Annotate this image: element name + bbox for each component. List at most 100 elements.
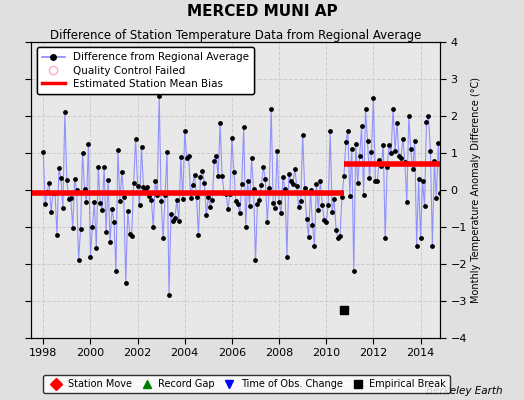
Point (53, 232, 61, 238)
Point (375, 157, 384, 163)
Point (80, 186, 89, 192)
Point (373, 178, 381, 184)
Point (234, 201, 242, 207)
Point (328, 209, 336, 216)
Point (410, 138, 419, 144)
Point (342, 139, 350, 145)
Point (291, 166, 299, 173)
Point (346, 192, 354, 199)
Point (289, 181, 297, 187)
Point (112, 268, 120, 274)
Point (377, 163, 386, 169)
Point (344, 128, 352, 134)
Point (228, 135, 236, 142)
Point (222, 191, 230, 198)
Point (275, 199, 283, 205)
Point (395, 153, 403, 160)
Point (155, 92, 163, 99)
Point (143, 183, 151, 190)
Point (261, 176, 269, 182)
Point (84, 140, 93, 147)
Point (393, 120, 401, 126)
Point (79, 150, 87, 156)
Text: Berkeley Earth: Berkeley Earth (427, 386, 503, 396)
Point (126, 230, 134, 237)
Point (300, 184, 309, 191)
Point (371, 178, 379, 184)
Point (71, 176, 79, 182)
Point (389, 106, 397, 112)
Point (214, 173, 222, 180)
Point (281, 186, 289, 193)
Point (347, 146, 356, 152)
Point (137, 144, 146, 150)
Point (169, 218, 177, 224)
Point (41, 200, 49, 207)
Point (47, 208, 56, 215)
Point (350, 268, 358, 274)
Point (43, 189, 51, 195)
Point (200, 179, 209, 186)
Point (49, 189, 57, 196)
Point (181, 128, 189, 134)
Point (367, 149, 376, 156)
Point (165, 292, 173, 299)
Point (314, 206, 323, 213)
Point (302, 215, 311, 222)
Point (39, 149, 48, 155)
Point (69, 224, 77, 231)
Point (159, 235, 167, 242)
Point (324, 202, 332, 208)
Point (67, 195, 75, 202)
Point (118, 169, 126, 176)
Point (208, 196, 216, 203)
Point (198, 168, 206, 174)
Point (212, 153, 221, 159)
Point (277, 210, 285, 216)
Point (119, 194, 128, 200)
Point (340, 307, 348, 314)
Point (326, 128, 334, 134)
Point (153, 192, 161, 198)
Point (283, 254, 291, 260)
Point (122, 279, 130, 286)
Point (177, 153, 185, 160)
Point (405, 113, 413, 119)
Point (330, 196, 339, 202)
Point (110, 218, 118, 225)
Point (220, 190, 228, 196)
Point (285, 170, 293, 177)
Point (414, 176, 423, 182)
Legend: Station Move, Record Gap, Time of Obs. Change, Empirical Break: Station Move, Record Gap, Time of Obs. C… (42, 375, 450, 393)
Point (149, 224, 158, 230)
Point (412, 242, 421, 249)
Point (141, 187, 150, 193)
Point (363, 138, 372, 145)
Point (257, 182, 266, 188)
Point (224, 206, 232, 212)
Point (237, 180, 246, 187)
Point (417, 235, 425, 241)
Point (308, 222, 316, 228)
Point (88, 224, 96, 231)
Point (312, 180, 321, 187)
Point (161, 192, 169, 198)
Point (218, 173, 226, 180)
Point (265, 185, 274, 191)
Point (362, 106, 370, 112)
Point (255, 196, 264, 203)
Point (92, 244, 101, 251)
Point (147, 197, 156, 203)
Point (236, 210, 244, 216)
Point (422, 119, 431, 125)
Point (369, 94, 378, 101)
Point (173, 197, 181, 203)
Point (267, 106, 276, 112)
Point (340, 173, 348, 179)
Point (184, 153, 193, 160)
Point (98, 207, 106, 214)
Point (409, 166, 417, 172)
Point (322, 219, 331, 226)
Point (259, 164, 268, 170)
Point (232, 198, 240, 204)
